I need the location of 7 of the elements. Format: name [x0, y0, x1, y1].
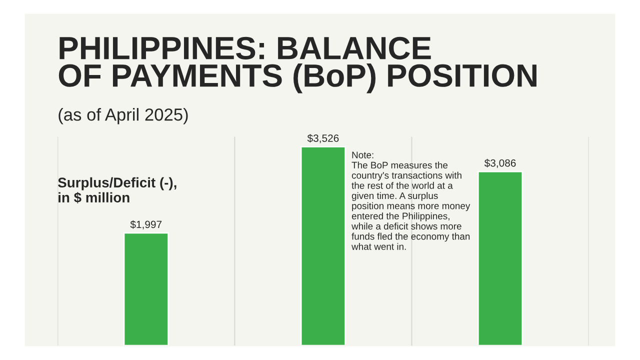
y-axis-title: Surplus/Deficit (-), in $ million	[58, 177, 176, 204]
data-label: $3,086	[484, 158, 516, 168]
chart-title: PHILIPPINES: BALANCE OF PAYMENTS (BoP) POSITION	[58, 36, 536, 94]
data-label: $1,997	[130, 220, 162, 230]
text: Note: The BoP measures the country's transactions with the rest of the world at a given time. A surplus position means more money entered the Philippines, while a deficit shows more funds fled the economy than what went in.	[352, 152, 470, 250]
data-label: $3,526	[307, 134, 339, 144]
chart-subtitle: (as of April 2025)	[58, 108, 188, 124]
